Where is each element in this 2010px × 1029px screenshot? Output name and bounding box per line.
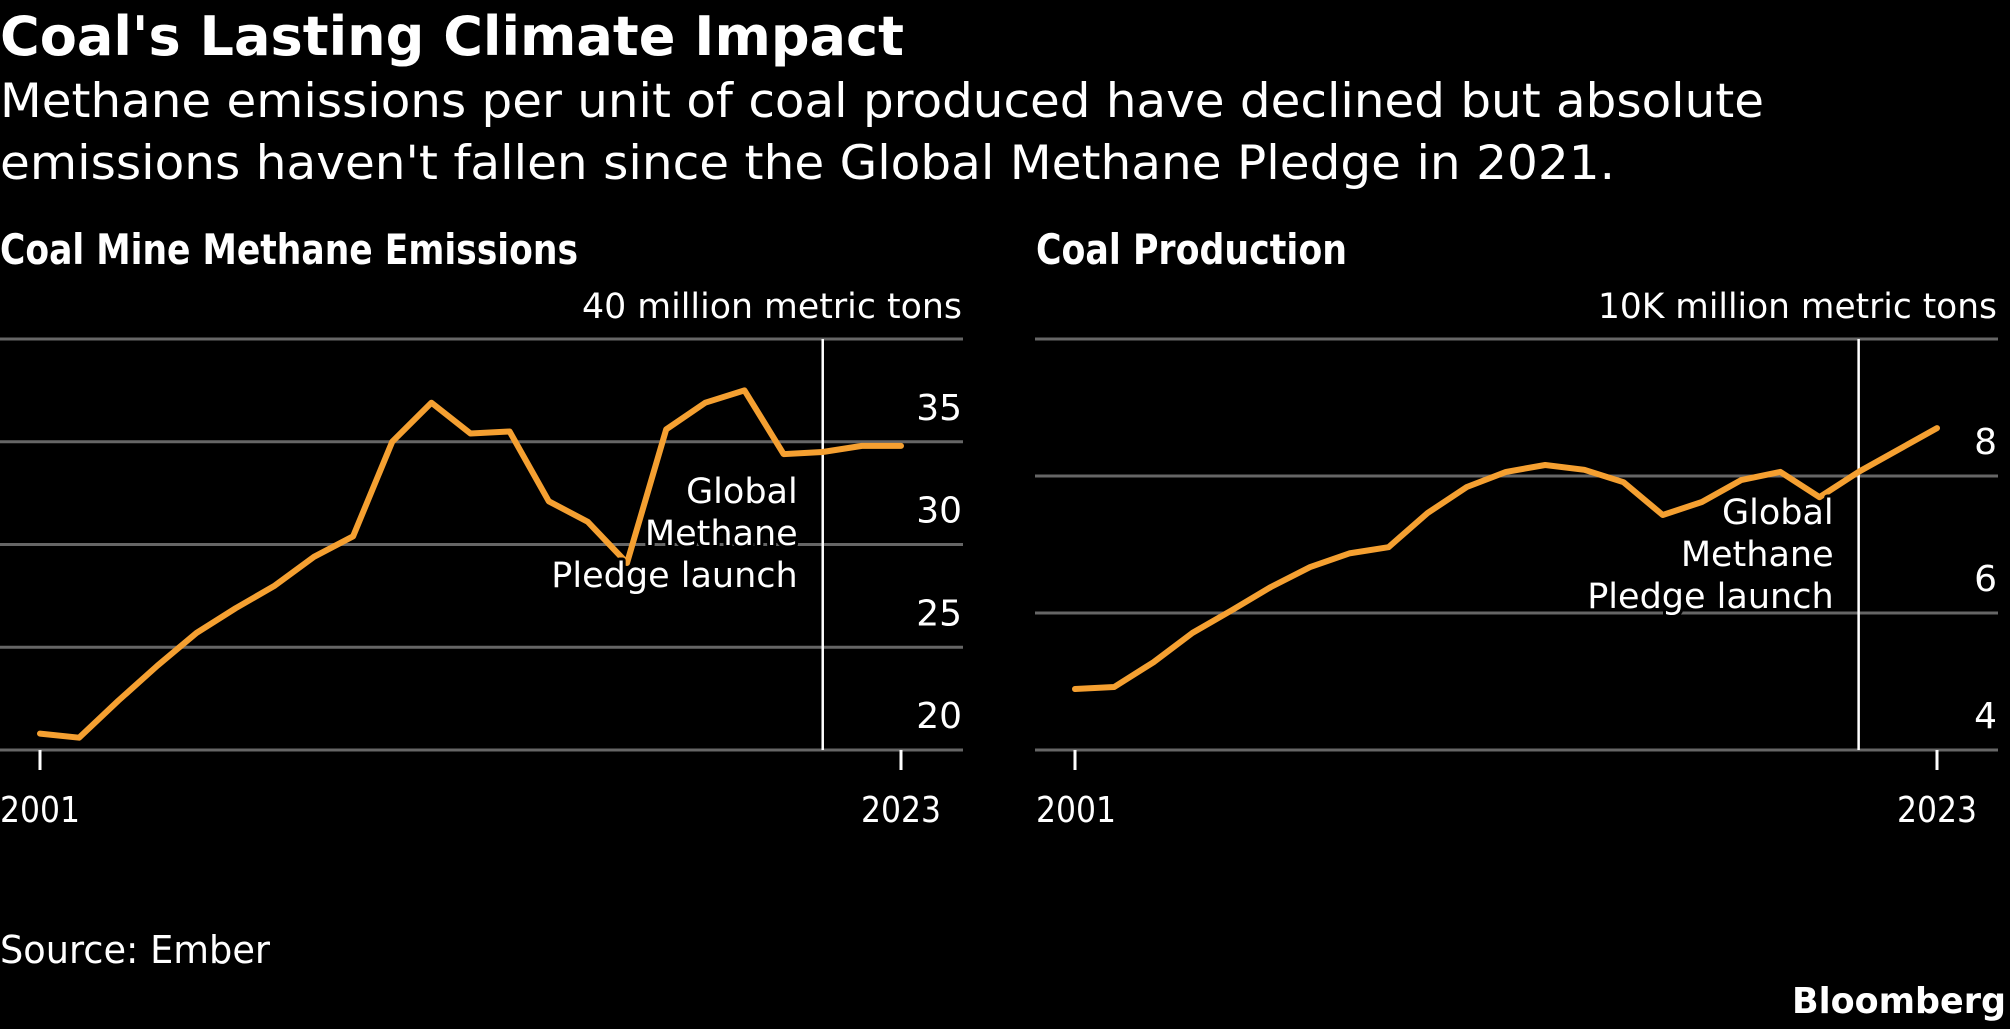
data-point	[115, 698, 121, 704]
bloomberg-logo: Bloomberg	[1792, 981, 2006, 1022]
x-axis: 2001 2023	[1036, 750, 1977, 831]
x-tick-label-end: 2023	[1897, 790, 1977, 831]
data-point	[37, 731, 43, 737]
subtitle-line-2: emissions haven't fallen since the Globa…	[0, 136, 1615, 191]
y-tick-label: 30	[916, 491, 962, 532]
data-point	[1268, 584, 1274, 590]
data-point	[350, 533, 356, 539]
source-note: Source: Ember	[0, 928, 270, 972]
data-point	[233, 605, 239, 611]
annotation-text: Global	[686, 472, 798, 512]
data-point	[781, 451, 787, 457]
data-point	[1777, 469, 1783, 475]
y-tick-label: 4	[1974, 696, 1997, 737]
annotation-text: Pledge launch	[1587, 577, 1833, 617]
data-point	[76, 735, 82, 741]
data-point	[1229, 607, 1235, 613]
data-point	[1111, 684, 1117, 690]
data-point	[428, 400, 434, 406]
gridlines	[0, 337, 963, 752]
data-point	[154, 663, 160, 669]
data-point	[1856, 469, 1862, 475]
data-point	[820, 449, 826, 455]
data-point	[663, 426, 669, 432]
y-tick-label: 25	[916, 593, 962, 634]
y-tick-label: 20	[916, 696, 962, 737]
y-tick-label: 8	[1974, 422, 1997, 463]
data-point	[1895, 447, 1901, 453]
x-tick-label-start: 2001	[0, 790, 80, 831]
page-title: Coal's Lasting Climate Impact	[0, 5, 904, 68]
data-point	[1385, 544, 1391, 550]
annotation-text: Methane	[1681, 535, 1834, 575]
y-unit-label: 10K million metric tons	[1598, 287, 1997, 327]
data-point	[1150, 659, 1156, 665]
annotation-text: Methane	[645, 514, 798, 554]
gridlines	[1035, 337, 1998, 752]
chart-title: Coal Mine Methane Emissions	[0, 225, 578, 274]
x-tick-label-end: 2023	[861, 790, 941, 831]
data-point	[741, 387, 747, 393]
coal-production-chart: Coal Production 10K million metric tons …	[1035, 225, 1998, 831]
y-tick-label: 6	[1974, 559, 1997, 600]
data-point	[702, 400, 708, 406]
data-point	[898, 443, 904, 449]
y-axis-labels: 4 6 8	[1974, 422, 1997, 737]
series-line	[37, 387, 904, 741]
data-point	[1581, 467, 1587, 473]
data-point	[1542, 462, 1548, 468]
data-point	[1190, 630, 1196, 636]
annotation-text: Global	[1722, 493, 1834, 533]
x-tick-label-start: 2001	[1036, 790, 1116, 831]
data-point	[272, 583, 278, 589]
data-point	[1307, 564, 1313, 570]
data-point	[1503, 469, 1509, 475]
y-unit-label: 40 million metric tons	[582, 287, 962, 327]
data-point	[1660, 512, 1666, 518]
y-tick-label: 35	[916, 388, 962, 429]
data-point	[507, 428, 513, 434]
series-line	[1072, 425, 1940, 692]
subtitle-line-1: Methane emissions per unit of coal produ…	[0, 74, 1764, 129]
data-point	[585, 519, 591, 525]
data-point	[311, 554, 317, 560]
data-point	[1425, 510, 1431, 516]
y-axis-labels: 20 25 30 35	[916, 388, 962, 737]
data-point	[468, 431, 474, 437]
data-point	[1464, 484, 1470, 490]
series	[37, 387, 904, 741]
data-point	[389, 439, 395, 445]
data-point	[1072, 686, 1078, 692]
data-point	[194, 630, 200, 636]
data-point	[546, 498, 552, 504]
data-point	[1699, 499, 1705, 505]
x-axis: 2001 2023	[0, 750, 941, 831]
methane-emissions-chart: Coal Mine Methane Emissions 40 million m…	[0, 225, 963, 831]
data-point	[1934, 425, 1940, 431]
series	[1072, 425, 1940, 692]
data-point	[859, 443, 865, 449]
data-point	[1346, 550, 1352, 556]
data-point	[1621, 479, 1627, 485]
chart-title: Coal Production	[1036, 225, 1347, 274]
data-point	[1738, 477, 1744, 483]
annotation-text: Pledge launch	[551, 556, 797, 596]
